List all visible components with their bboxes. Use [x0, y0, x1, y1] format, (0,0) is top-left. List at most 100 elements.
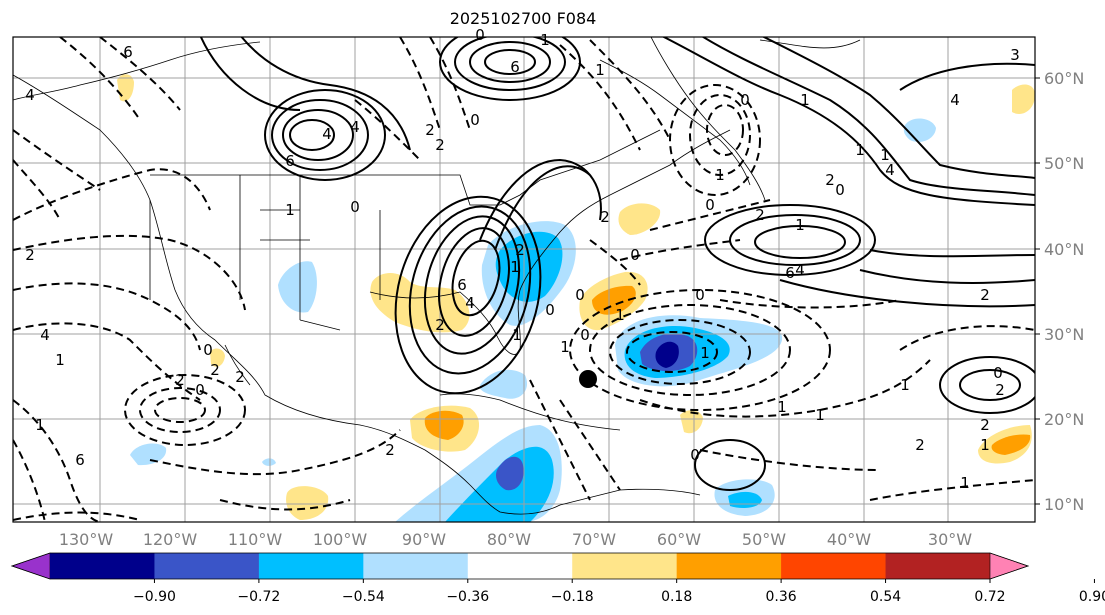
- colorbar-swatch: [50, 553, 155, 579]
- contour-label: 2: [210, 361, 220, 379]
- contour-label: 6: [457, 276, 467, 294]
- contour-label: 1: [615, 306, 625, 324]
- lon-label: 70°W: [572, 530, 616, 549]
- colorbar-tick-label: −0.90: [133, 589, 176, 605]
- lat-label: 50°N: [1044, 154, 1084, 173]
- contour-label: 4: [350, 118, 360, 136]
- negative-anomaly-area: [278, 261, 317, 313]
- contour-label: 1: [855, 141, 865, 159]
- colorbar-tick-label: −0.18: [551, 589, 594, 605]
- contour-label: 0: [630, 246, 640, 264]
- contour-label: 1: [700, 344, 710, 362]
- contour-label: 0: [195, 381, 205, 399]
- contour-label: 6: [123, 43, 133, 61]
- contour-label: 1: [960, 474, 970, 492]
- contour-label: 1: [980, 436, 990, 454]
- contour-label: 0: [475, 26, 485, 44]
- colorbar-tick-label: 0.90: [1079, 589, 1105, 605]
- lon-label: 90°W: [402, 530, 446, 549]
- colorbar-swatch: [258, 553, 364, 579]
- contour-label: 2: [755, 206, 765, 224]
- contour-label: 2: [980, 416, 990, 434]
- map-title: 2025102700 F084: [449, 9, 597, 28]
- negative-anomaly-area: [655, 341, 679, 368]
- colorbar-tick-label: −0.54: [342, 589, 385, 605]
- contour-label: 6: [510, 58, 520, 76]
- contour-label: 2: [995, 381, 1005, 399]
- positive-anomaly-area: [991, 434, 1031, 455]
- positive-anomaly-area: [424, 410, 464, 440]
- contour-label: 1: [540, 31, 550, 49]
- contour-label: 1: [880, 146, 890, 164]
- contour-label: 1: [815, 406, 825, 424]
- storm-center-marker: [579, 370, 597, 388]
- lon-label: 40°W: [827, 530, 871, 549]
- negative-anomaly-area: [496, 456, 524, 491]
- negative-anomaly-area: [262, 458, 276, 466]
- colorbar-tick-label: 0.18: [661, 589, 692, 605]
- lon-label: 130°W: [59, 530, 114, 549]
- contour-label: 4: [465, 294, 475, 312]
- positive-anomaly-area: [286, 486, 329, 520]
- colorbar-tick-label: −0.72: [237, 589, 280, 605]
- lon-label: 50°W: [742, 530, 786, 549]
- colorbar-tick-label: 0.54: [870, 589, 901, 605]
- contour-label: 0: [575, 286, 585, 304]
- lon-label: 30°W: [928, 530, 972, 549]
- contour-label: 6: [75, 451, 85, 469]
- contour-label: 4: [322, 125, 332, 143]
- contour-label: 0: [545, 301, 555, 319]
- contour-label: 4: [885, 161, 895, 179]
- contour-label: 2: [25, 246, 35, 264]
- lon-label: 120°W: [143, 530, 198, 549]
- contour-label: 0: [580, 326, 590, 344]
- contour-label: 4: [40, 326, 50, 344]
- contour-label: 2: [435, 136, 445, 154]
- lon-label: 80°W: [487, 530, 531, 549]
- positive-anomaly-area: [592, 285, 636, 315]
- colorbar-tick-label: 0.72: [974, 589, 1005, 605]
- colorbar-tick-label: 0.36: [766, 589, 797, 605]
- lat-ticks: [1035, 77, 1040, 505]
- positive-anomaly-area: [210, 348, 225, 367]
- contour-label: 6: [785, 264, 795, 282]
- contour-label: 0: [350, 198, 360, 216]
- negative-anomaly-area: [479, 369, 528, 399]
- negative-anomaly-area: [903, 118, 936, 142]
- contour-label: 1: [510, 258, 520, 276]
- contour-label: 2: [425, 121, 435, 139]
- colorbar: −0.90 −0.72 −0.54 −0.36 −0.18 0.18 0.36 0.54 0.7…: [10, 552, 1105, 605]
- contour-label: 1: [715, 166, 725, 184]
- contour-label: 1: [35, 416, 45, 434]
- contour-label: 2: [515, 241, 525, 259]
- colorbar-frame: [10, 552, 1030, 580]
- lat-label: 30°N: [1044, 325, 1084, 344]
- plot-frame: [12, 36, 1036, 523]
- contour-label: 0: [690, 446, 700, 464]
- lon-label: 100°W: [313, 530, 368, 549]
- lon-label: 60°W: [657, 530, 701, 549]
- colorbar-extend-high: [989, 552, 1029, 580]
- lat-label: 60°N: [1044, 69, 1084, 88]
- contour-label: 1: [55, 351, 65, 369]
- positive-anomaly-area: [1012, 84, 1035, 115]
- latitude-labels: 60°N 50°N 40°N 30°N 20°N 10°N: [1044, 69, 1084, 514]
- lat-label: 40°N: [1044, 240, 1084, 259]
- contour-label: 6: [285, 152, 295, 170]
- contour-label: 4: [795, 261, 805, 279]
- graticule: [13, 37, 1035, 522]
- positive-anomaly-area: [618, 203, 661, 235]
- colorbar-swatch: [363, 553, 469, 579]
- lat-label: 20°N: [1044, 410, 1084, 429]
- contour-label: 0: [993, 364, 1003, 382]
- contour-label: 2: [235, 368, 245, 386]
- lat-label: 10°N: [1044, 495, 1084, 514]
- contour-lines: [13, 37, 1035, 522]
- contour-label: 1: [560, 338, 570, 356]
- contour-label: 1: [285, 201, 295, 219]
- contour-label: 1: [795, 216, 805, 234]
- contour-label: 1: [777, 398, 787, 416]
- contour-label: 2: [825, 171, 835, 189]
